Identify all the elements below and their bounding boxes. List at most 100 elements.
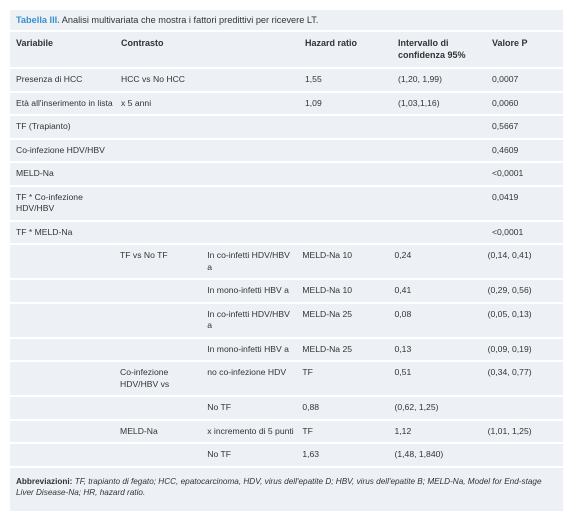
cell: MELD-Na: [120, 425, 158, 436]
cell: [488, 449, 563, 461]
cell: [121, 227, 305, 239]
cell: <0,0001: [492, 226, 524, 237]
cell: [120, 449, 207, 461]
cell: [121, 192, 305, 215]
cell: 0,24: [394, 250, 412, 260]
table-row: In mono-infetti HBV a MELD-Na 25 0,13 (0,09…: [10, 338, 563, 360]
cell: (0,09, 0,19): [487, 343, 532, 354]
cell: [120, 344, 207, 356]
title-bar: Tabella III. Analisi multivariata che mo…: [10, 10, 563, 30]
cell: (1,48, 1,840): [394, 449, 444, 459]
table-row: TF vs No TF In co-infetti HDV/HBV a MELD-N…: [10, 245, 563, 278]
cell: In mono-infetti HBV a: [207, 343, 289, 354]
cell: [121, 168, 305, 180]
cell: [121, 145, 305, 157]
cell: 0,13: [394, 343, 412, 354]
cell: 1,63: [302, 449, 320, 459]
cell: In mono-infetti HBV a: [207, 285, 289, 295]
cell: Variabile: [16, 38, 54, 48]
cell: [120, 285, 207, 297]
cell: TF * Co-infezione HDV/HBV: [16, 191, 83, 214]
cell: [398, 227, 492, 239]
table-row: Co-infezione HDV/HBV 0,4609: [10, 139, 563, 161]
cell: 0,0060: [492, 97, 519, 108]
table-row: MELD-Na x incremento di 5 punti TF 1,12 (1,0…: [10, 420, 563, 442]
cell: TF: [302, 367, 313, 377]
cell: 0,88: [302, 402, 320, 412]
cell: [398, 145, 492, 157]
cell: No TF: [207, 402, 231, 412]
cell: In co-infetti HDV/HBV a: [207, 308, 290, 331]
cell: x 5 anni: [121, 97, 152, 108]
cell: 0,0419: [492, 191, 519, 202]
spacer: [16, 250, 120, 273]
cell: x incremento di 5 punti: [207, 425, 294, 436]
cell: Co-infezione HDV/HBV vs: [120, 367, 170, 389]
cell: HCC vs No HCC: [121, 74, 185, 84]
cell: [121, 121, 305, 133]
table-label: Tabella III.: [16, 15, 60, 25]
table-body: Variabile Contrasto Hazard ratio Intervallo…: [10, 32, 563, 466]
cell: [305, 227, 398, 239]
table-row: TF * Co-infezione HDV/HBV 0,0419: [10, 186, 563, 220]
cell: Co-infezione HDV/HBV: [16, 144, 105, 155]
table-row: In mono-infetti HBV a MELD-Na 10 0,41 (0,29…: [10, 280, 563, 302]
table-row: Presenza di HCC HCC vs No HCC 1,55 (1,20, 1…: [10, 69, 563, 91]
table-row: MELD-Na <0,0001: [10, 163, 563, 185]
table-row: Età all'inserimento in lista x 5 anni 1,09…: [10, 92, 563, 114]
spacer: [16, 367, 120, 390]
table-row: No TF 1,63 (1,48, 1,840): [10, 444, 563, 466]
cell: Valore P: [492, 38, 528, 48]
cell: TF: [302, 425, 313, 436]
cell: [120, 309, 207, 332]
cell: [305, 192, 398, 215]
cell: MELD-Na 10: [302, 250, 353, 260]
cell: (1,20, 1,99): [398, 74, 442, 84]
cell: 0,08: [394, 308, 412, 319]
cell: (0,14, 0,41): [487, 250, 532, 260]
cell: 1,09: [305, 97, 322, 108]
cell: Contrasto: [121, 38, 164, 48]
table-row: In co-infetti HDV/HBV a MELD-Na 25 0,08 (0,…: [10, 303, 563, 337]
table-row: TF * MELD-Na <0,0001: [10, 221, 563, 243]
spacer: [16, 426, 120, 438]
cell: 0,4609: [492, 144, 519, 155]
table-row: No TF 0,88 (0,62, 1,25): [10, 397, 563, 419]
cell: (1,03,1,16): [398, 97, 440, 108]
cell: 0,51: [394, 367, 412, 377]
cell: No TF: [207, 449, 231, 459]
cell: [305, 145, 398, 157]
cell: Età all'inserimento in lista: [16, 97, 113, 108]
cell: [305, 121, 398, 133]
cell: 1,55: [305, 74, 322, 84]
cell: MELD-Na: [16, 168, 54, 178]
cell: Presenza di HCC: [16, 74, 83, 84]
cell: (0,05, 0,13): [487, 308, 532, 319]
cell: 1,12: [394, 425, 412, 436]
cell: (0,34, 0,77): [487, 367, 532, 377]
table-row: TF (Trapianto) 0,5667: [10, 116, 563, 138]
footer-label: Abbreviazioni:: [16, 476, 73, 486]
table-title: Analisi multivariata che mostra i fattor…: [61, 15, 319, 25]
table-row: Co-infezione HDV/HBV vs no co-infezione H…: [10, 362, 563, 395]
cell: [398, 121, 492, 133]
cell: [488, 402, 563, 414]
cell: Hazard ratio: [305, 38, 358, 48]
cell: [305, 168, 398, 180]
cell: TF * MELD-Na: [16, 226, 73, 237]
spacer: [16, 344, 120, 356]
cell: <0,0001: [492, 168, 524, 178]
spacer: [16, 402, 120, 414]
cell: (0,62, 1,25): [394, 402, 439, 412]
cell: TF (Trapianto): [16, 121, 71, 131]
cell: Intervallo di confidenza 95%: [398, 38, 466, 60]
cell: [398, 192, 492, 215]
cell: MELD-Na 25: [302, 343, 353, 354]
cell: TF vs No TF: [120, 250, 168, 260]
footer-text: TF, trapianto di fegato; HCC, epatocarci…: [16, 476, 542, 498]
cell: 0,0007: [492, 74, 519, 84]
cell: [398, 168, 492, 180]
table-box: Tabella III. Analisi multivariata che mo…: [10, 10, 563, 513]
table-row: Variabile Contrasto Hazard ratio Intervallo…: [10, 32, 563, 67]
